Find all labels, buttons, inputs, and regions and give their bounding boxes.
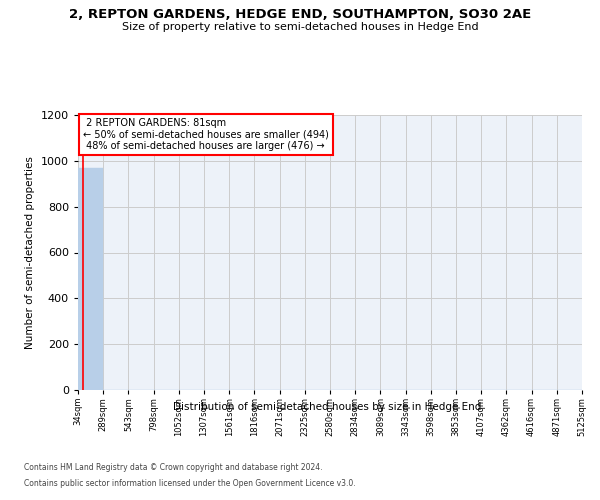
Bar [78,168,103,390]
Text: Contains HM Land Registry data © Crown copyright and database right 2024.: Contains HM Land Registry data © Crown c… [24,464,323,472]
Y-axis label: Number of semi-detached properties: Number of semi-detached properties [25,156,35,349]
Text: Size of property relative to semi-detached houses in Hedge End: Size of property relative to semi-detach… [122,22,478,32]
Text: 2 REPTON GARDENS: 81sqm
← 50% of semi-detached houses are smaller (494)
 48% of : 2 REPTON GARDENS: 81sqm ← 50% of semi-de… [83,118,329,151]
Text: 2, REPTON GARDENS, HEDGE END, SOUTHAMPTON, SO30 2AE: 2, REPTON GARDENS, HEDGE END, SOUTHAMPTO… [69,8,531,20]
Text: Distribution of semi-detached houses by size in Hedge End: Distribution of semi-detached houses by … [173,402,481,412]
Text: Contains public sector information licensed under the Open Government Licence v3: Contains public sector information licen… [24,478,356,488]
